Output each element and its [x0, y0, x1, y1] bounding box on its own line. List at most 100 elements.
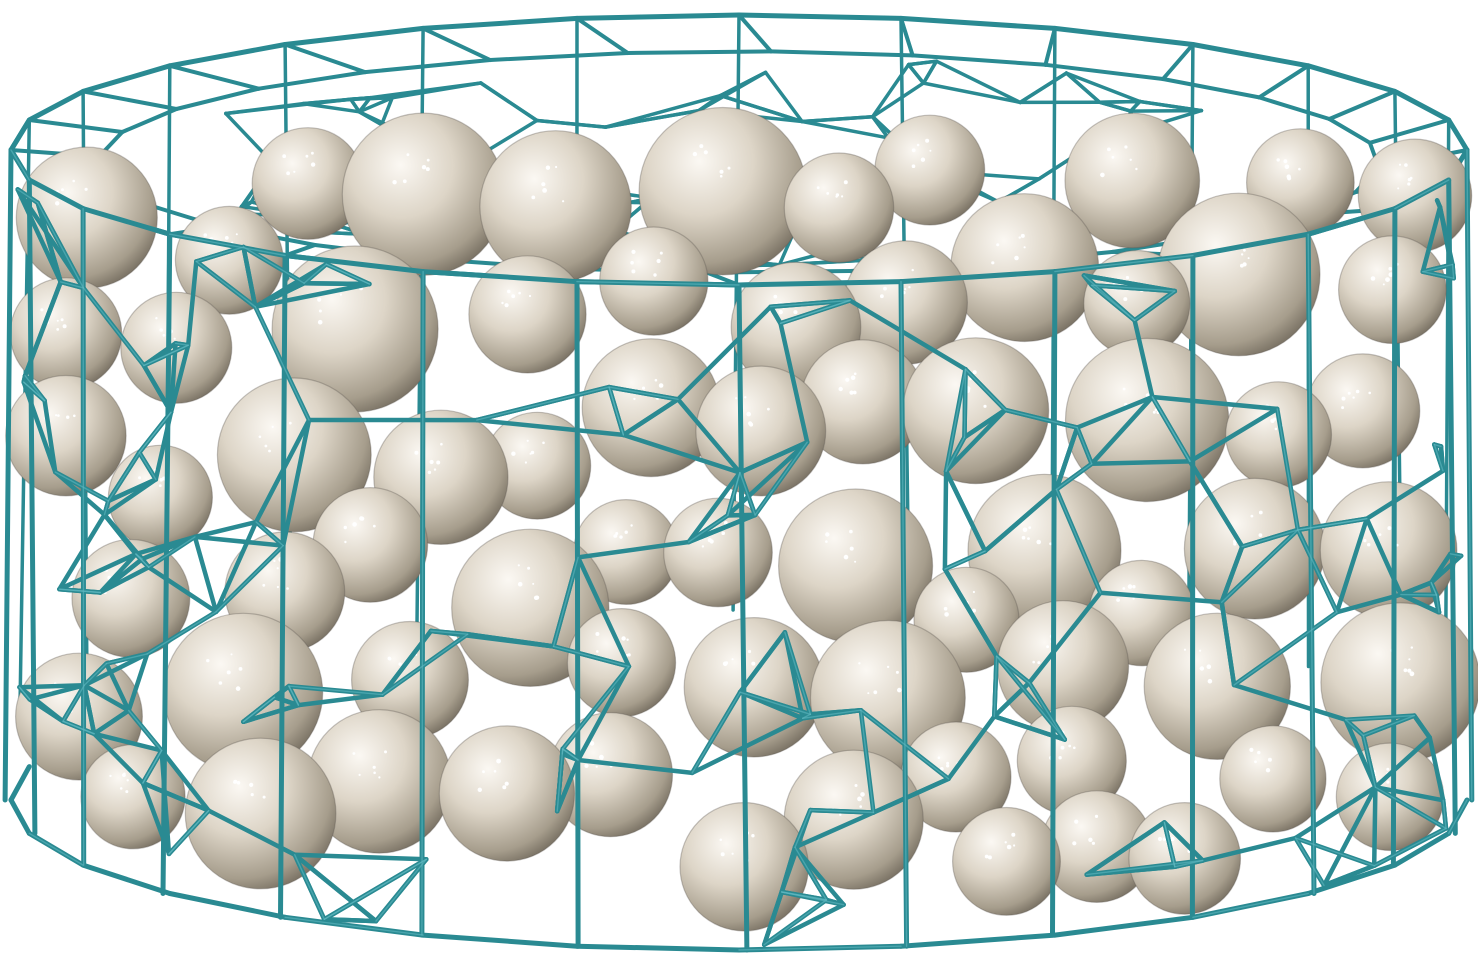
- frame-edge: [995, 655, 1066, 741]
- frame-edge: [1294, 837, 1325, 887]
- frame-edge: [104, 661, 131, 713]
- frame-edge: [1276, 408, 1299, 531]
- frame-edge: [1163, 821, 1176, 868]
- frame-edge: [575, 16, 630, 55]
- frame-edge: [603, 108, 701, 129]
- frame-edge: [934, 59, 1022, 105]
- frame-edge: [1004, 409, 1078, 429]
- frame-edge: [421, 26, 493, 62]
- frame-edge: [800, 114, 875, 124]
- frame-edge: [241, 702, 301, 725]
- frame-edge: [476, 386, 610, 421]
- frame-edge: [253, 280, 307, 310]
- frame-edge: [621, 432, 743, 475]
- frame-edge: [691, 691, 741, 774]
- frame-edge: [1442, 799, 1447, 830]
- frame-edge: [26, 88, 86, 123]
- frame-edge: [1293, 784, 1378, 841]
- frame-edge: [57, 551, 139, 592]
- frame-edge: [62, 720, 95, 735]
- sphere: [251, 127, 365, 240]
- frame-edge: [58, 588, 102, 594]
- sphere: [271, 245, 439, 413]
- frame-edge: [284, 916, 424, 936]
- frame-edge: [1161, 77, 1262, 100]
- frame-edge: [142, 749, 163, 784]
- frame-edge: [574, 943, 742, 953]
- frame-edge: [794, 809, 811, 848]
- frame-edge: [280, 417, 312, 548]
- frame-edge: [421, 270, 424, 936]
- frame-edge: [761, 902, 846, 947]
- frame-edge: [802, 709, 862, 719]
- frame-edge: [906, 62, 926, 85]
- frame-edge: [60, 281, 85, 289]
- frame-edge: [141, 363, 174, 415]
- frame-edge: [1411, 713, 1433, 740]
- frame-edge: [242, 696, 276, 723]
- frame-edge: [294, 854, 325, 920]
- frame-edge: [1161, 42, 1195, 81]
- frame-edge: [737, 689, 805, 721]
- frame-edge: [27, 683, 87, 702]
- frame-edge: [1187, 459, 1245, 549]
- frame-edge: [946, 714, 997, 782]
- frame-edge: [167, 891, 288, 920]
- frame-edge: [323, 858, 427, 920]
- frame-edge: [91, 731, 164, 753]
- frame-edge: [575, 757, 695, 776]
- frame-edge: [215, 544, 284, 613]
- frame-edge: [8, 117, 32, 153]
- frame-edge: [1307, 233, 1315, 895]
- frame-edge: [608, 386, 625, 436]
- frame-edge: [562, 748, 579, 761]
- frame-edge: [1294, 837, 1375, 867]
- frame-edge: [1219, 544, 1245, 605]
- frame-edge: [1097, 100, 1133, 113]
- frame-edge: [554, 757, 581, 814]
- sphere: [1225, 381, 1333, 489]
- frame-edge: [1043, 62, 1165, 81]
- frame-edge: [562, 665, 630, 750]
- frame-edge: [1434, 198, 1443, 210]
- frame-edge: [686, 470, 743, 545]
- frame-edge: [107, 451, 141, 502]
- frame-edge: [1297, 529, 1338, 613]
- frame-edge: [860, 709, 875, 814]
- frame-edge: [1257, 95, 1332, 121]
- frame-edge: [53, 469, 107, 517]
- frame-edge: [942, 566, 999, 659]
- frame-edge: [1018, 71, 1069, 105]
- frame-edge: [1052, 914, 1196, 938]
- frame-edge: [1449, 553, 1462, 557]
- frame-edge: [296, 692, 385, 708]
- frame-edge: [552, 556, 579, 648]
- sphere: [184, 737, 337, 890]
- frame-edge: [1373, 827, 1447, 867]
- frame-edge: [102, 512, 139, 557]
- sphere: [1128, 802, 1242, 915]
- frame-edge: [381, 633, 469, 696]
- frame-edge: [1334, 592, 1404, 615]
- sphere: [663, 497, 773, 608]
- frame-edge: [1098, 590, 1224, 605]
- frame-edge: [1064, 71, 1142, 104]
- frame-edge: [1190, 231, 1311, 258]
- frame-edge: [993, 655, 998, 718]
- frame-edge: [675, 304, 773, 402]
- sphere: [581, 338, 721, 478]
- frame-edge: [769, 49, 915, 58]
- frame-edge: [608, 386, 679, 400]
- frame-edge: [1128, 108, 1204, 113]
- frame-edge: [575, 539, 691, 560]
- frame-edge: [2, 147, 14, 803]
- frame-edge: [288, 685, 300, 706]
- frame-edge: [242, 246, 305, 284]
- frame-edge: [1305, 862, 1398, 896]
- frame-edge: [782, 630, 805, 721]
- sphere: [783, 152, 895, 264]
- frame-edge: [37, 202, 85, 289]
- frame-edge: [906, 59, 939, 67]
- frame-edge: [82, 683, 131, 713]
- frame-edge: [18, 686, 31, 701]
